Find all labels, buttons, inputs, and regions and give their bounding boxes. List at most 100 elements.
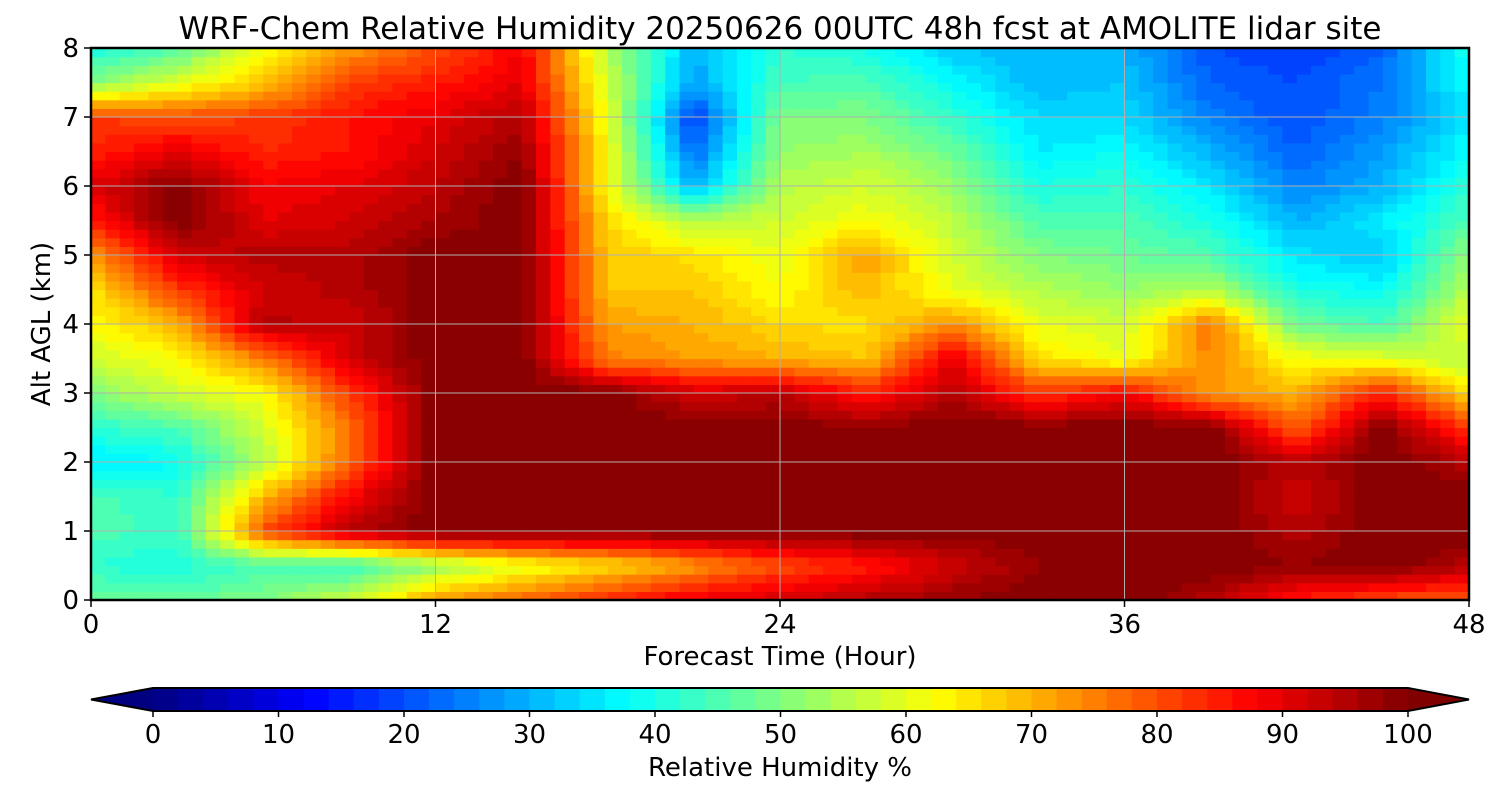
heatmap-cell	[751, 505, 767, 515]
heatmap-cell	[622, 280, 638, 291]
heatmap-cell	[823, 556, 839, 567]
heatmap-cell	[909, 246, 925, 256]
heatmap-cell	[1454, 341, 1469, 351]
heatmap-cell	[91, 211, 106, 222]
heatmap-cell	[837, 168, 853, 178]
heatmap-cell	[808, 574, 824, 584]
heatmap-cell	[650, 591, 666, 600]
heatmap-cell	[248, 496, 264, 506]
heatmap-cell	[866, 237, 882, 247]
heatmap-cell	[736, 306, 752, 316]
heatmap-cell	[335, 444, 350, 454]
heatmap-cell	[177, 591, 193, 600]
heatmap-cell	[579, 479, 594, 489]
heatmap-cell	[1038, 151, 1054, 161]
heatmap-cell	[1196, 393, 1212, 403]
heatmap-cell	[880, 186, 896, 196]
heatmap-cell	[306, 229, 322, 239]
heatmap-cell	[1224, 565, 1240, 575]
heatmap-cell	[162, 513, 178, 523]
heatmap-cell	[952, 436, 968, 446]
heatmap-cell	[980, 211, 996, 222]
heatmap-cell	[1268, 462, 1283, 472]
heatmap-cell	[1009, 194, 1025, 204]
heatmap-cell	[306, 272, 322, 282]
heatmap-cell	[894, 522, 910, 532]
heatmap-cell	[1239, 418, 1255, 429]
heatmap-cell	[765, 565, 781, 575]
heatmap-cell	[679, 306, 695, 316]
heatmap-cell	[550, 479, 566, 489]
heatmap-cell	[693, 151, 709, 161]
heatmap-cell	[650, 375, 666, 385]
heatmap-cell	[823, 237, 839, 247]
heatmap-cell	[1024, 211, 1039, 222]
heatmap-cell	[866, 591, 882, 600]
heatmap-cell	[378, 324, 394, 334]
heatmap-cell	[378, 306, 394, 316]
heatmap-cell	[679, 375, 695, 385]
heatmap-cell	[119, 358, 135, 368]
heatmap-cell	[1110, 582, 1126, 592]
heatmap-cell	[1268, 418, 1283, 429]
heatmap-cell	[363, 211, 379, 222]
heatmap-cell	[1009, 375, 1025, 385]
heatmap-cell	[722, 194, 738, 204]
heatmap-cell	[105, 427, 121, 437]
heatmap-cell	[550, 401, 566, 411]
heatmap-cell	[263, 591, 279, 600]
heatmap-cell	[378, 177, 394, 187]
heatmap-cell	[1268, 306, 1283, 316]
heatmap-cell	[851, 410, 867, 420]
heatmap-cell	[492, 479, 508, 489]
heatmap-cell	[780, 384, 795, 394]
heatmap-cell	[693, 246, 709, 256]
heatmap-cell	[1382, 289, 1398, 299]
heatmap-cell	[134, 211, 150, 222]
heatmap-cell	[1009, 272, 1025, 282]
heatmap-cell	[291, 160, 307, 170]
heatmap-cell	[579, 470, 594, 480]
heatmap-cell	[794, 160, 810, 170]
heatmap-cell	[492, 582, 508, 592]
heatmap-cell	[1397, 211, 1413, 222]
heatmap-cell	[162, 306, 178, 316]
heatmap-cell	[909, 513, 925, 523]
heatmap-cell	[119, 565, 135, 575]
heatmap-cell	[1325, 177, 1341, 187]
heatmap-cell	[966, 444, 982, 454]
heatmap-cell	[823, 341, 839, 351]
heatmap-cell	[535, 427, 551, 437]
heatmap-cell	[1325, 591, 1341, 600]
heatmap-cell	[349, 341, 365, 351]
heatmap-cell	[1296, 453, 1312, 463]
heatmap-cell	[349, 220, 365, 230]
heatmap-cell	[464, 160, 480, 170]
heatmap-cell	[263, 298, 279, 308]
heatmap-cell	[421, 289, 437, 299]
heatmap-cell	[378, 548, 394, 558]
heatmap-cell	[1210, 203, 1226, 213]
heatmap-cell	[406, 324, 422, 334]
heatmap-cell	[306, 177, 322, 187]
heatmap-cell	[492, 324, 508, 334]
heatmap-cell	[263, 160, 279, 170]
heatmap-cell	[335, 168, 350, 178]
heatmap-cell	[607, 255, 623, 265]
heatmap-cell	[1397, 393, 1413, 403]
heatmap-cell	[263, 513, 279, 523]
heatmap-cell	[593, 263, 609, 273]
heatmap-cell	[736, 453, 752, 463]
heatmap-cell	[1138, 306, 1154, 316]
heatmap-cell	[1081, 203, 1097, 213]
heatmap-cell	[421, 427, 437, 437]
heatmap-cell	[1282, 367, 1298, 377]
heatmap-cell	[1009, 280, 1025, 291]
heatmap-cell	[1009, 263, 1025, 273]
heatmap-cell	[751, 263, 767, 273]
heatmap-cell	[435, 496, 451, 506]
heatmap-cell	[191, 272, 207, 282]
heatmap-cell	[378, 280, 394, 291]
heatmap-cell	[966, 479, 982, 489]
heatmap-cell	[923, 332, 939, 342]
